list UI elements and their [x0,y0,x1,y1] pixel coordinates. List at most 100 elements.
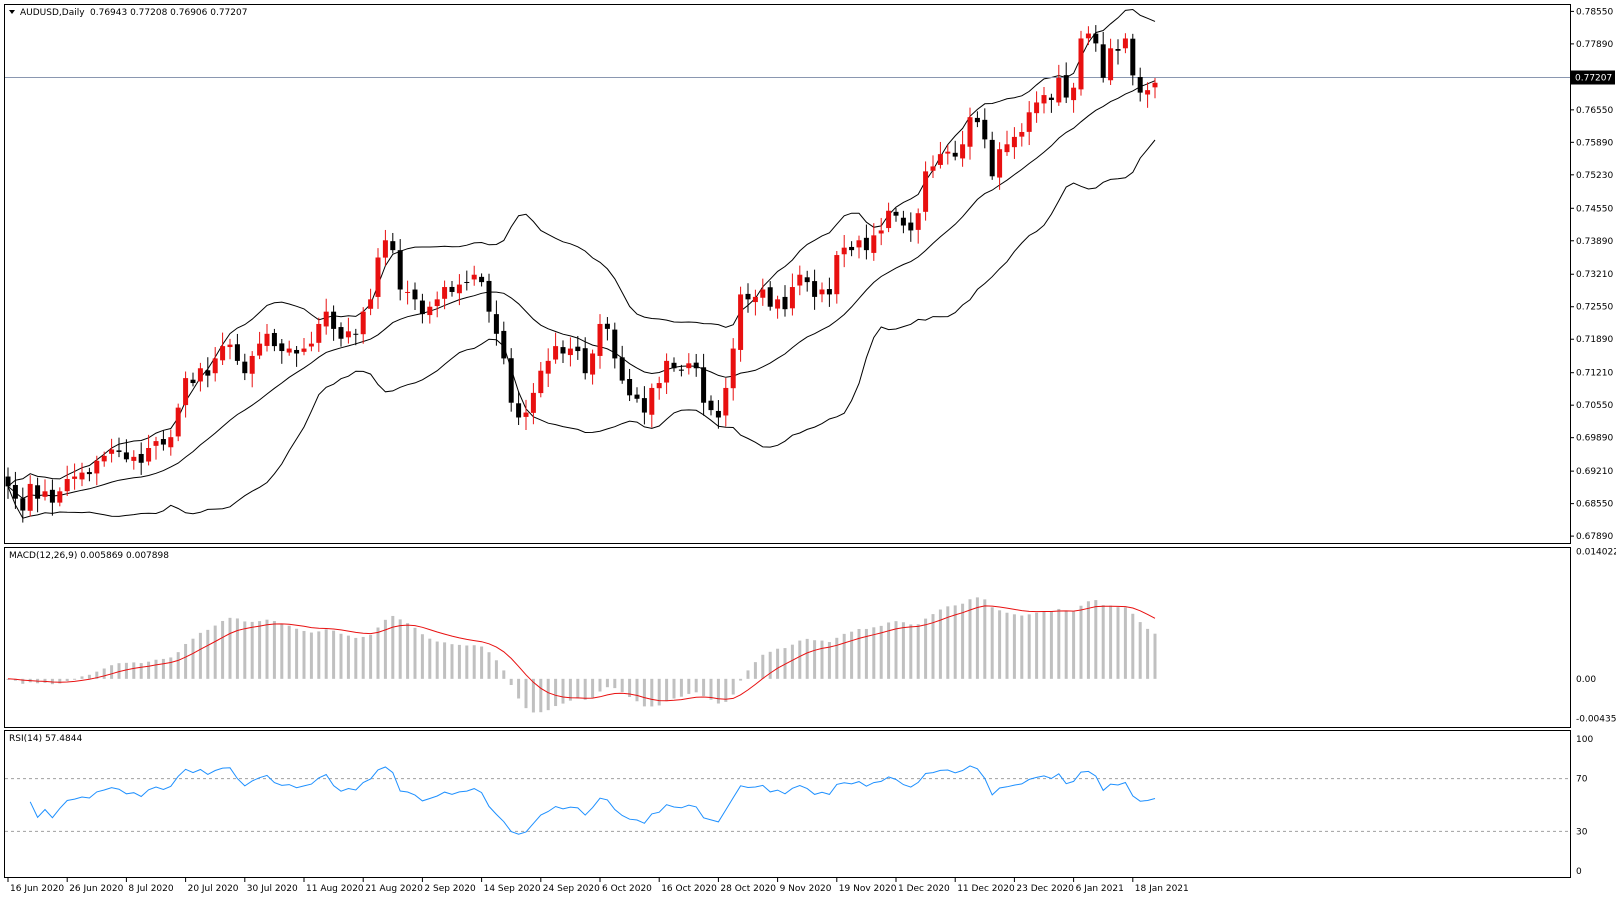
candle [271,328,277,352]
macd-bar [931,614,935,679]
macd-bar [672,678,676,699]
candle [360,307,366,344]
candle-body [323,311,329,327]
candle-body [449,286,455,292]
candle [752,289,758,316]
macd-bar [346,635,350,679]
candle-body [42,491,48,497]
candle-body [967,117,973,147]
macd-bar [790,644,794,679]
candle [331,305,337,341]
rsi-line [29,765,1156,835]
candle [146,434,152,466]
date-axis-label: 9 Nov 2020 [780,884,832,894]
candle-body [708,400,714,411]
candle [301,338,307,356]
candle-body [567,348,573,356]
macd-bar [332,630,336,679]
date-axis-label: 6 Oct 2020 [602,884,652,894]
macd-bar [1012,614,1016,679]
rsi-pane[interactable] [4,730,1571,878]
price-pane[interactable] [4,4,1571,544]
candle-body [738,294,744,350]
candle-body [760,289,766,298]
macd-bar [161,658,165,679]
candle [997,142,1003,190]
macd-bar [657,678,661,706]
candle-body [419,300,425,315]
candle-body [1145,90,1151,95]
macd-bar [539,678,543,713]
macd-bar [73,678,77,680]
candle [989,131,995,180]
macd-bar [443,642,447,679]
candle-body [686,363,692,369]
candle [745,283,751,313]
candle [664,353,670,394]
candle [190,372,196,387]
candle-body [12,484,18,499]
candle [486,273,492,323]
macd-bar [317,631,321,679]
dropdown-triangle-icon[interactable] [9,10,15,14]
macd-bar [591,678,595,698]
candle [782,285,788,317]
candle [545,348,551,387]
macd-bar [250,621,254,679]
macd-bar [628,678,632,698]
candle-body [279,343,285,352]
candle [116,437,122,458]
macd-bar [1131,613,1135,679]
macd-bar [110,665,114,679]
candle-body [501,330,507,359]
candle-body [264,333,270,346]
macd-bar [938,609,942,679]
macd-axis-label: -0.004356 [1576,714,1616,724]
macd-bar [598,678,602,692]
candle [627,368,633,402]
macd-bar [324,629,328,679]
candle-body [1085,33,1091,39]
candle-body [1034,102,1040,114]
candle [797,265,803,296]
candle [915,208,921,244]
macd-bar [975,597,979,679]
macd-bar [487,652,491,679]
candle [760,278,766,306]
candle-body [715,410,721,418]
candle [227,338,233,360]
macd-bar [524,678,528,709]
bollinger-lower [7,139,1156,519]
candle [1026,101,1032,146]
candle-body [27,483,33,511]
candle-body [1056,77,1062,103]
candle [937,141,943,169]
price-axis-label: 0.72550 [1576,303,1613,313]
price-axis-label: 0.70550 [1576,401,1613,411]
date-axis-label: 11 Dec 2020 [957,884,1015,894]
macd-bar [783,648,787,679]
candle-body [331,311,337,329]
candle [930,155,936,179]
macd-bar [827,642,831,679]
candle-body [382,240,388,258]
date-axis-label: 16 Oct 2020 [661,884,717,894]
macd-bar [58,678,62,684]
macd-pane[interactable] [4,547,1571,728]
candle-body [220,346,226,361]
candle [715,400,721,429]
macd-bar [887,622,891,679]
candle-body [427,306,433,316]
candle [464,270,470,291]
candle [656,376,662,400]
macd-bar [354,637,358,679]
candle-body [1115,49,1121,51]
macd-bar [480,646,484,679]
macd-bar [184,643,188,679]
candle-body [893,211,899,216]
candle [449,281,455,297]
macd-bar [1005,612,1009,679]
date-axis-label: 30 Jul 2020 [247,884,298,894]
macd-bar [450,644,454,679]
macd-bar [494,660,498,679]
